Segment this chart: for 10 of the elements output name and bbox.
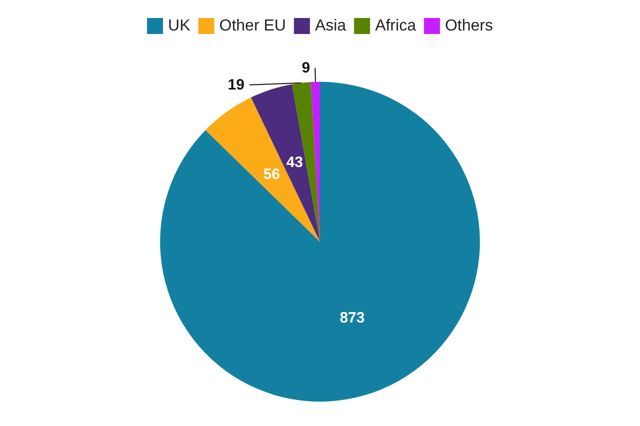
data-label: 9: [302, 59, 310, 76]
legend-label: Asia: [314, 18, 346, 34]
data-label: 56: [263, 166, 280, 183]
data-label: 873: [340, 310, 365, 327]
data-label: 19: [228, 76, 244, 94]
legend-label: UK: [168, 18, 191, 34]
legend-label: Other EU: [219, 18, 286, 34]
legend-label: Others: [444, 18, 493, 34]
legend-label: Africa: [375, 18, 416, 34]
data-label: 43: [286, 154, 303, 172]
